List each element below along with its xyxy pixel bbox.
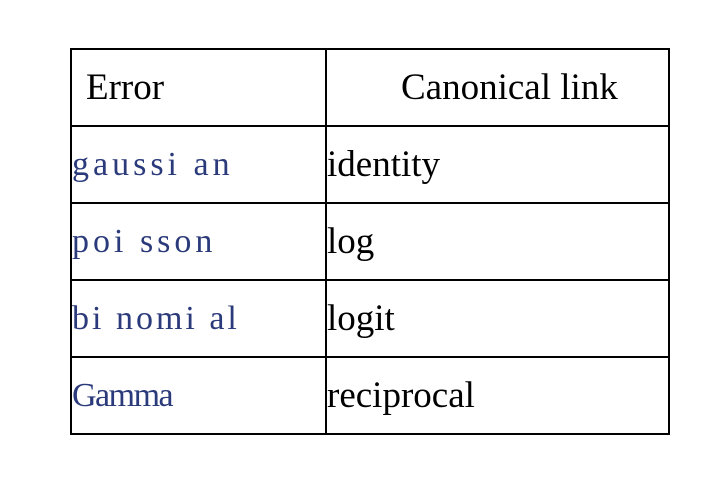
link-cell: logit (325, 279, 670, 358)
error-link-table: Error Canonical link gaussi an identity … (70, 48, 670, 435)
header-row: Error Canonical link (70, 48, 670, 127)
error-cell: poi sson (70, 202, 327, 281)
table-row: bi nomi al logit (70, 279, 670, 358)
table-row: Gamma reciprocal (70, 356, 670, 435)
column-header-error: Error (70, 48, 327, 127)
error-cell: gaussi an (70, 125, 327, 204)
error-cell: Gamma (70, 356, 327, 435)
error-cell: bi nomi al (70, 279, 327, 358)
table-body: gaussi an identity poi sson log bi nomi … (70, 125, 670, 435)
table-row: gaussi an identity (70, 125, 670, 204)
link-cell: reciprocal (325, 356, 670, 435)
table-header: Error Canonical link (70, 48, 670, 127)
link-cell: log (325, 202, 670, 281)
column-header-canonical-link: Canonical link (325, 48, 670, 127)
link-cell: identity (325, 125, 670, 204)
table-row: poi sson log (70, 202, 670, 281)
